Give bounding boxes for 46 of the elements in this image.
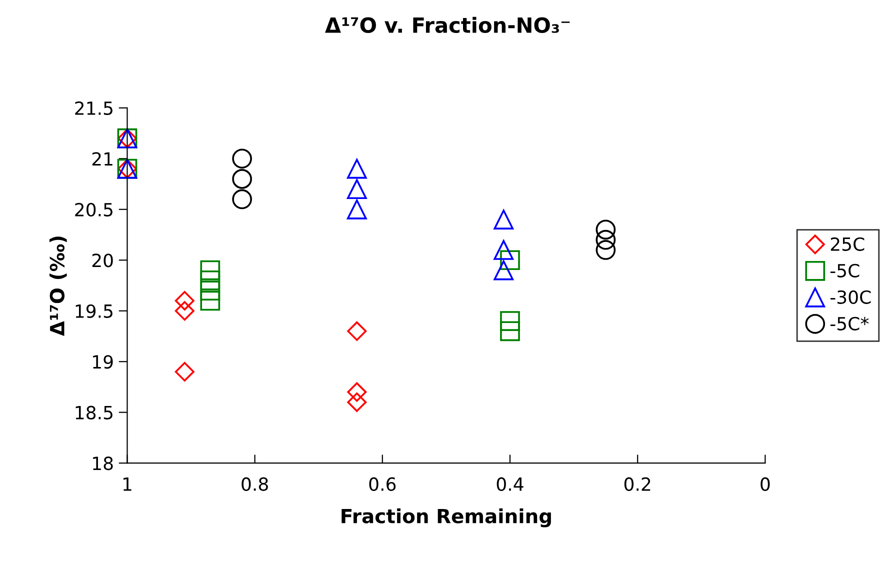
legend-label: -5C — [830, 264, 860, 278]
point — [232, 148, 252, 169]
x-tick-label: 0.6 — [369, 477, 396, 491]
x-tick-label: 1 — [123, 478, 132, 491]
point — [346, 199, 367, 220]
point — [174, 290, 194, 310]
y-tick-label: 18.5 — [76, 406, 112, 420]
x-tick-label: 0.4 — [496, 477, 524, 491]
point — [494, 240, 514, 260]
y-axis-title: Δ¹⁷O (‰) — [49, 236, 67, 336]
point — [500, 311, 520, 331]
x-tick-label: 0 — [760, 477, 770, 491]
point — [596, 240, 616, 260]
point — [494, 210, 514, 230]
y-tick-label: 21.5 — [75, 101, 112, 116]
x-tick-label: 0.2 — [624, 477, 650, 491]
x-axis-title: Fraction Remaining — [342, 508, 551, 528]
y-tick-label: 21 — [92, 152, 112, 166]
point — [174, 301, 194, 321]
legend-label: -5C* — [830, 316, 869, 330]
y-tick-label: 19.5 — [76, 304, 112, 318]
y-tick-label: 20.5 — [75, 202, 112, 216]
point — [500, 321, 520, 342]
y-tick-label: 20 — [92, 254, 113, 268]
point — [200, 270, 220, 290]
point — [596, 220, 616, 240]
x-tick-label: 0.8 — [242, 477, 268, 491]
point — [174, 362, 194, 382]
y-tick-label: 19 — [93, 355, 113, 369]
chart-title: Δ¹⁷O v. Fraction-NO₃⁻ — [325, 16, 570, 33]
point — [200, 290, 220, 311]
point — [347, 392, 367, 412]
y-tick-label: 18 — [93, 456, 113, 470]
point — [346, 179, 367, 200]
point — [232, 169, 252, 189]
point — [200, 280, 220, 300]
point — [347, 321, 367, 341]
point — [347, 382, 367, 402]
point — [346, 158, 367, 179]
legend-label: -30C — [830, 290, 871, 304]
legend-label: 25C — [830, 237, 864, 251]
point — [200, 260, 220, 280]
point — [500, 250, 520, 270]
point — [596, 230, 616, 250]
point — [494, 260, 514, 280]
point — [232, 189, 252, 210]
